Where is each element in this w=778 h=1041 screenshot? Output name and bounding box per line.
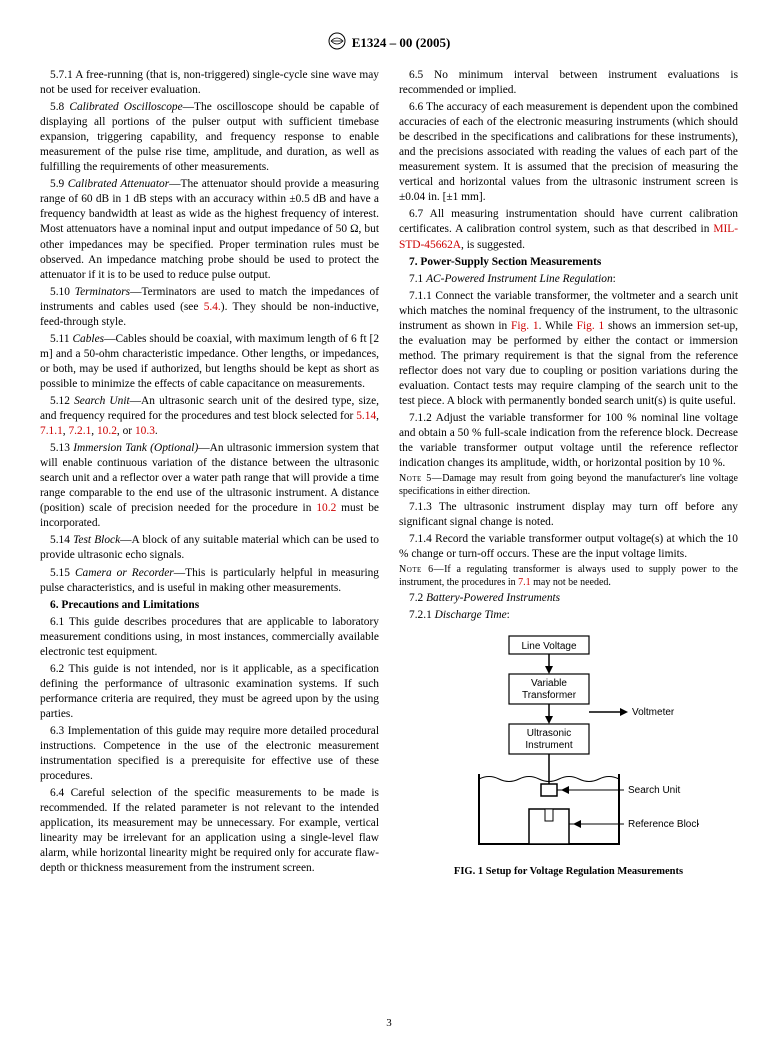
fig-label-search-unit: Search Unit: [628, 785, 680, 796]
para-7-1-2: 7.1.2 Adjust the variable transformer fo…: [399, 411, 738, 471]
figure-1-caption: FIG. 1 Setup for Voltage Regulation Meas…: [399, 865, 738, 879]
para-6-5: 6.5 No minimum interval between instrume…: [399, 68, 738, 98]
para-6-3: 6.3 Implementation of this guide may req…: [40, 724, 379, 784]
para-5-13: 5.13 Immersion Tank (Optional)—An ultras…: [40, 441, 379, 531]
para-6-4: 6.4 Careful selection of the specific me…: [40, 786, 379, 876]
fig-label-instrument: Instrument: [525, 740, 572, 751]
para-7-1: 7.1 AC-Powered Instrument Line Regulatio…: [399, 272, 738, 287]
para-6-6: 6.6 The accuracy of each measurement is …: [399, 100, 738, 205]
fig-label-ultrasonic: Ultrasonic: [526, 728, 570, 739]
figure-1-svg: Line Voltage Variable Transformer Voltme…: [439, 634, 699, 854]
xref-10-2[interactable]: 10.2: [97, 425, 117, 437]
para-5-9: 5.9 Calibrated Attenuator—The attenuator…: [40, 177, 379, 282]
para-5-10: 5.10 Terminators—Terminators are used to…: [40, 285, 379, 330]
para-7-1-4: 7.1.4 Record the variable transformer ou…: [399, 532, 738, 562]
para-5-8: 5.8 Calibrated Oscilloscope—The oscillos…: [40, 100, 379, 175]
right-column: 6.5 No minimum interval between instrume…: [399, 68, 738, 878]
xref-5-4[interactable]: 5.4.: [204, 301, 221, 313]
fig-label-transformer: Transformer: [521, 690, 576, 701]
para-5-12: 5.12 Search Unit—An ultrasonic search un…: [40, 394, 379, 439]
fig-label-voltmeter: Voltmeter: [632, 707, 675, 718]
para-7-2-1: 7.2.1 Discharge Time:: [399, 608, 738, 623]
astm-logo-icon: [328, 32, 346, 54]
para-7-1-3: 7.1.3 The ultrasonic instrument display …: [399, 500, 738, 530]
fig-label-ref-block: Reference Block: [628, 819, 699, 830]
heading-6: 6. Precautions and Limitations: [40, 598, 379, 613]
para-6-2: 6.2 This guide is not intended, nor is i…: [40, 662, 379, 722]
para-5-7-1: 5.7.1 A free-running (that is, non-trigg…: [40, 68, 379, 98]
doc-number: E1324 – 00 (2005): [352, 35, 451, 51]
figure-1: Line Voltage Variable Transformer Voltme…: [399, 634, 738, 879]
xref-7-1[interactable]: 7.1: [518, 577, 531, 588]
note-6: Note 6—If a regulating transformer is al…: [399, 564, 738, 589]
heading-7: 7. Power-Supply Section Measurements: [399, 255, 738, 270]
xref-10-2b[interactable]: 10.2: [316, 502, 336, 514]
para-6-1: 6.1 This guide describes procedures that…: [40, 615, 379, 660]
para-7-2: 7.2 Battery-Powered Instruments: [399, 591, 738, 606]
fig-label-line-voltage: Line Voltage: [521, 641, 576, 652]
para-6-7: 6.7 All measuring instrumentation should…: [399, 207, 738, 252]
xref-7-1-1[interactable]: 7.1.1: [40, 425, 63, 437]
page-number: 3: [0, 1017, 778, 1029]
xref-7-2-1[interactable]: 7.2.1: [68, 425, 91, 437]
para-5-15: 5.15 Camera or Recorder—This is particul…: [40, 566, 379, 596]
para-5-11: 5.11 Cables—Cables should be coaxial, wi…: [40, 332, 379, 392]
xref-5-14[interactable]: 5.14: [356, 410, 376, 422]
two-column-layout: 5.7.1 A free-running (that is, non-trigg…: [40, 68, 738, 878]
xref-fig1a[interactable]: Fig. 1: [511, 320, 539, 332]
xref-10-3[interactable]: 10.3: [135, 425, 155, 437]
para-5-14: 5.14 Test Block—A block of any suitable …: [40, 533, 379, 563]
note-5: Note 5—Damage may result from going beyo…: [399, 473, 738, 498]
xref-fig1b[interactable]: Fig. 1: [577, 320, 605, 332]
page: E1324 – 00 (2005) 5.7.1 A free-running (…: [0, 0, 778, 1041]
para-7-1-1: 7.1.1 Connect the variable transformer, …: [399, 289, 738, 409]
fig-label-variable: Variable: [531, 678, 567, 689]
doc-header: E1324 – 00 (2005): [40, 32, 738, 54]
left-column: 5.7.1 A free-running (that is, non-trigg…: [40, 68, 379, 878]
